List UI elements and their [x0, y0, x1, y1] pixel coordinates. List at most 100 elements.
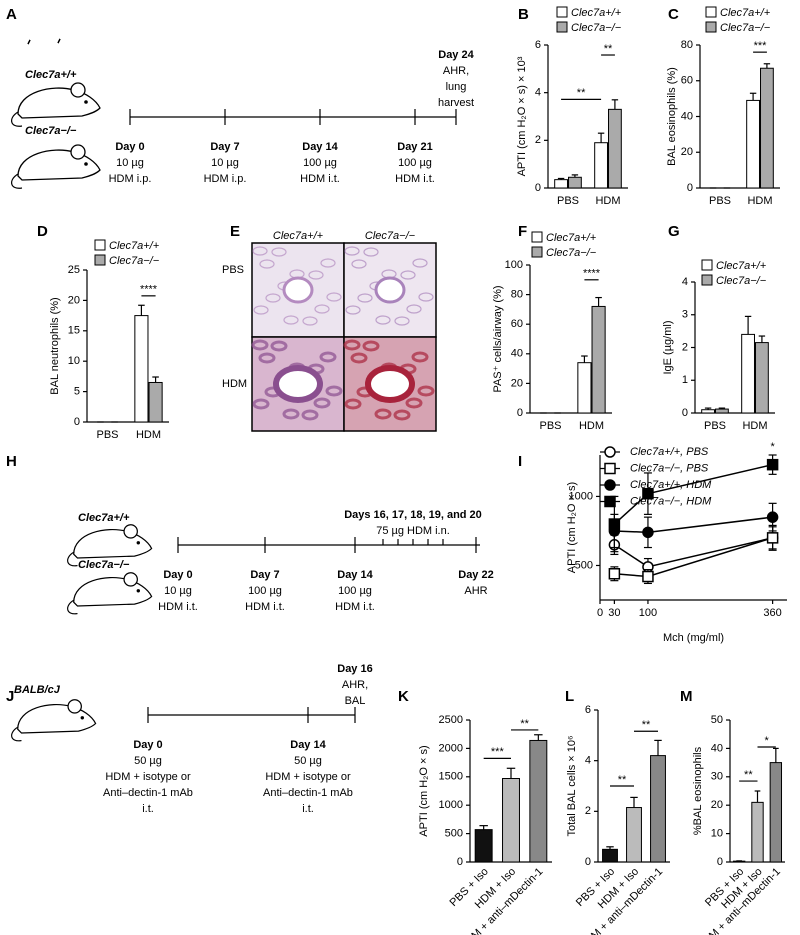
mouse-icon: [11, 82, 101, 127]
event-day: Day 14: [290, 739, 326, 751]
airway: [365, 365, 415, 403]
y-tick-label: 60: [511, 318, 523, 330]
bar: [760, 67, 774, 189]
legend-swatch: [701, 274, 713, 286]
y-tick-label: 4: [585, 755, 591, 767]
event-day: Day 16: [337, 663, 372, 675]
point: [608, 568, 621, 580]
tissue-texture: [302, 316, 318, 326]
panel-label: B: [518, 6, 529, 23]
x-tick-label: 0: [597, 607, 603, 619]
y-tick-label: 100: [505, 259, 523, 271]
y-tick-label: 0: [517, 407, 523, 419]
legend-label: Clec7a−/−: [546, 247, 597, 259]
y-tick-label: 80: [511, 289, 523, 301]
mouse-tail: [67, 551, 78, 567]
mouse-label: Clec7a+/+: [25, 69, 77, 81]
event-detail: 100 µg: [248, 585, 282, 597]
y-axis-label: APTI (cm H₂O × s): [566, 482, 578, 573]
legend-marker: [604, 479, 616, 491]
bar: [134, 315, 149, 423]
tissue-texture: [258, 352, 276, 364]
x-tick-label: HDM: [742, 420, 767, 432]
event-detail: 10 µg: [211, 157, 239, 169]
x-tick-label: PBS: [709, 195, 731, 207]
event-detail: AHR,: [342, 679, 368, 691]
y-tick-label: 40: [711, 742, 723, 754]
airway: [273, 365, 323, 403]
tissue-texture: [320, 258, 336, 268]
point: [642, 487, 654, 500]
x-tick-label: PBS: [557, 195, 579, 207]
event-detail: HDM i.p.: [109, 173, 152, 185]
y-tick-label: 0: [457, 856, 463, 868]
event-detail: HDM + isotype or: [265, 771, 351, 783]
y-tick-label: 1: [682, 374, 688, 386]
y-tick-label: 2500: [439, 714, 463, 726]
event-detail: HDM i.t.: [300, 173, 340, 185]
histology-row: PBS: [222, 264, 244, 276]
y-tick-label: 500: [575, 559, 593, 571]
event-day: Day 0: [163, 569, 192, 581]
event-day: Day 14: [337, 569, 373, 581]
y-tick-label: 3: [682, 309, 688, 321]
y-tick-label: 80: [681, 39, 693, 51]
bar: [568, 176, 582, 189]
legend-swatch: [556, 21, 568, 33]
event-detail: HDM i.t.: [335, 601, 375, 613]
point: [766, 458, 779, 471]
event-detail: HDM i.t.: [395, 173, 435, 185]
event-detail: BAL: [345, 695, 366, 707]
y-tick-label: 60: [681, 75, 693, 87]
mouse-tail: [11, 726, 22, 742]
tissue-texture: [325, 385, 343, 397]
point: [608, 518, 621, 530]
y-tick-label: 2: [535, 134, 541, 146]
y-tick-label: 40: [511, 348, 523, 360]
y-tick-label: 20: [511, 377, 523, 389]
y-tick-label: 0: [687, 182, 693, 194]
mouse-icon: [11, 144, 101, 189]
panel-label: K: [398, 688, 409, 705]
mouse-ear: [67, 699, 82, 714]
event-detail: i.t.: [142, 803, 154, 815]
tissue-texture: [362, 340, 380, 352]
x-tick-label: HDM: [136, 429, 161, 441]
y-tick-label: 4: [682, 276, 688, 288]
legend-label: Clec7a+/+: [546, 232, 597, 244]
mouse-ear: [70, 82, 86, 98]
tissue-texture: [374, 408, 392, 420]
x-tick-label: 30: [608, 607, 620, 619]
legend-swatch: [531, 246, 543, 258]
tissue-texture: [394, 316, 410, 326]
legend-label: Clec7a−/−: [716, 275, 767, 287]
bar: [529, 739, 548, 863]
bar: [650, 755, 666, 863]
bar: [751, 801, 764, 863]
legend-swatch: [705, 21, 717, 33]
y-tick-label: 30: [711, 771, 723, 783]
y-axis-label: APTI (cm H₂O × s): [418, 745, 430, 836]
mouse-eye: [84, 162, 88, 166]
legend-swatch: [531, 231, 543, 243]
mouse-icon: [11, 699, 97, 742]
event-detail: 50 µg: [294, 755, 322, 767]
mouse-tail: [11, 173, 23, 189]
bar: [594, 142, 608, 189]
y-tick-label: 2: [585, 805, 591, 817]
y-axis-label: Total BAL cells × 10⁶: [566, 735, 578, 836]
event-detail: 10 µg: [116, 157, 144, 169]
significance-label: **: [577, 87, 586, 99]
event-day: Day 7: [250, 569, 279, 581]
x-tick-label: HDM: [579, 420, 604, 432]
event-detail: 100 µg: [338, 585, 372, 597]
mouse-icon: [67, 572, 153, 615]
bar: [626, 807, 642, 863]
event-detail: 100 µg: [398, 157, 432, 169]
significance-label: ****: [583, 268, 601, 280]
panel-label: C: [668, 6, 679, 23]
legend-label: Clec7a−/−: [109, 255, 160, 267]
tissue-texture: [270, 340, 288, 352]
tissue-texture: [375, 315, 391, 325]
tissue-texture: [345, 305, 361, 315]
